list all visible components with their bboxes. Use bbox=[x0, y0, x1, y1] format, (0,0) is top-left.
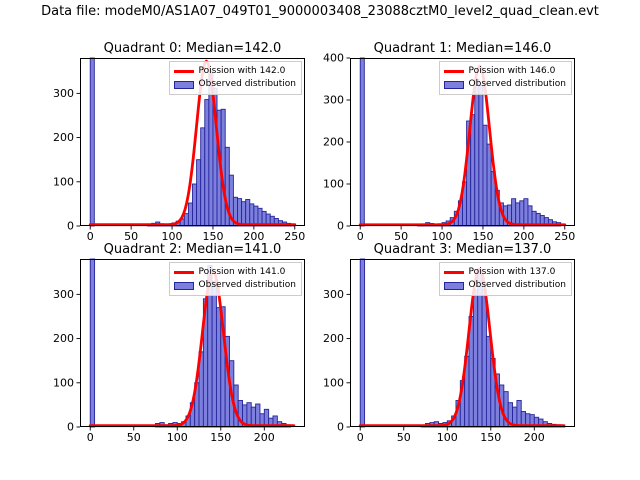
quadrant-3-title: Quadrant 3: Median=137.0 bbox=[373, 242, 552, 257]
axes-spines bbox=[350, 259, 575, 427]
x-axis-ticks: 0 50 100 150 200 250 bbox=[357, 226, 575, 243]
svg-text:200: 200 bbox=[323, 332, 344, 345]
quadrant-1-subplot: Quadrant 1: Median=146.0 0 50 100 150 200 250… bbox=[323, 41, 575, 244]
observed-patch-swatch bbox=[443, 281, 464, 290]
legend-label-observed: Observed distribution bbox=[198, 79, 296, 89]
quadrant-2-legend: Poission with 141.0 Observed distributio… bbox=[168, 262, 302, 296]
legend-row-observed: Observed distribution bbox=[173, 78, 296, 91]
svg-text:50: 50 bbox=[124, 230, 138, 243]
svg-text:0: 0 bbox=[87, 230, 94, 243]
svg-text:0: 0 bbox=[67, 220, 74, 233]
svg-text:0: 0 bbox=[357, 431, 364, 444]
svg-text:100: 100 bbox=[167, 431, 188, 444]
legend-label-observed: Observed distribution bbox=[468, 280, 566, 290]
poisson-line-swatch bbox=[173, 70, 194, 73]
poisson-fit-curve bbox=[88, 270, 296, 428]
quadrant-3-subplot: Quadrant 3: Median=137.0 0 50 100 150 200 0 10… bbox=[323, 242, 575, 444]
x-axis-ticks: 0 50 100 150 200 bbox=[87, 427, 275, 444]
legend-row-poisson: Poission with 142.0 bbox=[173, 65, 296, 78]
svg-text:250: 250 bbox=[284, 230, 305, 243]
svg-text:100: 100 bbox=[162, 230, 183, 243]
poisson-fit-curve bbox=[358, 64, 567, 227]
quadrant-2-subplot: Quadrant 2: Median=141.0 0 50 100 150 200 0 10… bbox=[53, 242, 305, 444]
legend-row-poisson: Poission with 146.0 bbox=[443, 65, 566, 78]
legend-label-poisson: Poission with 146.0 bbox=[468, 66, 556, 76]
svg-text:50: 50 bbox=[394, 230, 408, 243]
poisson-line-swatch bbox=[443, 70, 464, 73]
y-axis-ticks: 0 100 200 300 bbox=[323, 288, 350, 434]
x-axis-ticks: 0 50 100 150 200 bbox=[357, 427, 545, 444]
svg-text:100: 100 bbox=[323, 376, 344, 389]
svg-text:0: 0 bbox=[67, 421, 74, 434]
quadrant-2-axes: 0 50 100 150 200 0 100 200 300 bbox=[53, 258, 305, 444]
svg-text:100: 100 bbox=[53, 175, 74, 188]
poisson-line-swatch bbox=[443, 271, 464, 274]
svg-text:200: 200 bbox=[53, 131, 74, 144]
quadrant-1-legend: Poission with 146.0 Observed distributio… bbox=[438, 61, 572, 95]
quadrant-0-subplot: Quadrant 0: Median=142.0 0 50 100 150 200 250… bbox=[53, 41, 305, 243]
quadrant-3-axes: 0 50 100 150 200 0 100 200 300 bbox=[323, 258, 575, 444]
axes-spines bbox=[350, 58, 575, 226]
observed-patch-swatch bbox=[173, 80, 194, 89]
observed-patch-swatch bbox=[173, 281, 194, 290]
svg-text:100: 100 bbox=[53, 376, 74, 389]
svg-text:150: 150 bbox=[480, 431, 501, 444]
legend-label-observed: Observed distribution bbox=[198, 280, 296, 290]
legend-row-observed: Observed distribution bbox=[443, 78, 566, 91]
legend-row-poisson: Poission with 141.0 bbox=[173, 266, 296, 279]
svg-text:200: 200 bbox=[513, 230, 534, 243]
svg-text:200: 200 bbox=[53, 332, 74, 345]
svg-text:300: 300 bbox=[53, 87, 74, 100]
svg-text:0: 0 bbox=[337, 421, 344, 434]
svg-text:150: 150 bbox=[472, 230, 493, 243]
axes-spines bbox=[80, 259, 305, 427]
observed-patch-swatch bbox=[443, 80, 464, 89]
quadrant-1-axes: 0 50 100 150 200 250 0 100 200 300 400 bbox=[323, 52, 575, 244]
poisson-line-swatch bbox=[173, 271, 194, 274]
y-axis-ticks: 0 100 200 300 bbox=[53, 87, 80, 233]
legend-label-poisson: Poission with 141.0 bbox=[198, 267, 286, 277]
y-axis-ticks: 0 100 200 300 400 bbox=[323, 52, 350, 233]
svg-text:300: 300 bbox=[323, 288, 344, 301]
poisson-fit-curve bbox=[88, 59, 297, 227]
poisson-fit-curve bbox=[358, 267, 566, 428]
svg-text:150: 150 bbox=[210, 431, 231, 444]
axes-spines bbox=[80, 58, 305, 226]
quadrant-0-axes: 0 50 100 150 200 250 0 100 200 300 bbox=[53, 57, 305, 243]
svg-text:200: 200 bbox=[254, 431, 275, 444]
svg-text:100: 100 bbox=[437, 431, 458, 444]
svg-text:300: 300 bbox=[53, 288, 74, 301]
y-axis-ticks: 0 100 200 300 bbox=[53, 288, 80, 434]
legend-label-observed: Observed distribution bbox=[468, 79, 566, 89]
legend-row-poisson: Poission with 137.0 bbox=[443, 266, 566, 279]
svg-text:0: 0 bbox=[337, 220, 344, 233]
svg-text:400: 400 bbox=[323, 52, 344, 65]
svg-text:200: 200 bbox=[323, 136, 344, 149]
svg-text:50: 50 bbox=[397, 431, 411, 444]
svg-text:0: 0 bbox=[87, 431, 94, 444]
x-axis-ticks: 0 50 100 150 200 250 bbox=[87, 226, 305, 243]
legend-label-poisson: Poission with 142.0 bbox=[198, 66, 286, 76]
quadrant-3-legend: Poission with 137.0 Observed distributio… bbox=[438, 262, 572, 296]
svg-text:100: 100 bbox=[323, 178, 344, 191]
legend-label-poisson: Poission with 137.0 bbox=[468, 267, 556, 277]
svg-text:100: 100 bbox=[432, 230, 453, 243]
observed-distribution-bars bbox=[359, 258, 566, 428]
figure-title: Data file: modeM0/AS1A07_049T01_90000034… bbox=[41, 4, 599, 19]
quadrant-0-legend: Poission with 142.0 Observed distributio… bbox=[168, 61, 302, 95]
svg-text:0: 0 bbox=[357, 230, 364, 243]
quadrant-0-title: Quadrant 0: Median=142.0 bbox=[103, 41, 282, 56]
legend-row-observed: Observed distribution bbox=[173, 279, 296, 292]
svg-text:150: 150 bbox=[202, 230, 223, 243]
quadrant-1-title: Quadrant 1: Median=146.0 bbox=[373, 41, 552, 56]
legend-row-observed: Observed distribution bbox=[443, 279, 566, 292]
svg-text:200: 200 bbox=[243, 230, 264, 243]
svg-text:50: 50 bbox=[127, 431, 141, 444]
svg-text:300: 300 bbox=[323, 94, 344, 107]
svg-text:250: 250 bbox=[554, 230, 575, 243]
quadrant-2-title: Quadrant 2: Median=141.0 bbox=[103, 242, 282, 257]
observed-distribution-bars bbox=[89, 258, 291, 428]
svg-text:200: 200 bbox=[524, 431, 545, 444]
